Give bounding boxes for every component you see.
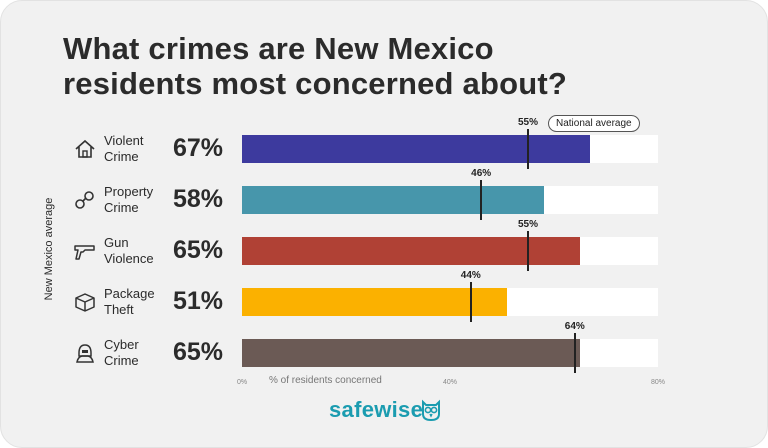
hacker-icon [76, 344, 94, 363]
x-tick: 0% [236, 379, 248, 386]
handcuffs-icon [75, 191, 94, 209]
row-label-violent-crime: Violent Crime [104, 133, 144, 164]
house-icon [75, 139, 95, 158]
value-label-package-theft: 51% [173, 287, 224, 315]
national-marker-gun-violence [527, 231, 529, 271]
value-label-violent-crime: 67% [173, 134, 224, 162]
package-icon [75, 293, 95, 312]
bar-property-crime [242, 186, 544, 214]
x-axis-label: % of residents concerned [269, 375, 382, 386]
bar-track-violent-crime [242, 135, 658, 163]
national-label-gun-violence: 55% [517, 219, 539, 230]
value-label-property-crime: 58% [173, 185, 224, 213]
bar-track-cyber-crime [242, 339, 658, 367]
national-marker-violent-crime [527, 129, 529, 169]
national-label-cyber-crime: 64% [564, 321, 585, 332]
national-average-legend: National average [548, 115, 640, 132]
row-label-cyber-crime: Cyber Crime [104, 337, 139, 368]
brand-logo: safewise [329, 397, 424, 422]
gun-icon [74, 245, 95, 260]
national-marker-cyber-crime [573, 333, 576, 373]
bar-track-property-crime [242, 186, 658, 214]
x-tick: 80% [650, 379, 666, 386]
bar-violent-crime [242, 135, 591, 163]
bar-track-gun-violence [242, 237, 658, 265]
row-label-package-theft: Package Theft [104, 286, 155, 317]
x-tick: 40% [442, 379, 458, 386]
owl-logo-icon [422, 399, 440, 422]
bar-cyber-crime [242, 339, 580, 367]
bar-track-package-theft [242, 288, 658, 316]
national-label-package-theft: 44% [460, 270, 481, 281]
row-label-gun-violence: Gun Violence [104, 235, 154, 266]
value-label-gun-violence: 65% [173, 236, 224, 264]
bar-package-theft [242, 288, 508, 316]
y-axis-label: New Mexico average [43, 197, 55, 301]
bar-gun-violence [242, 237, 580, 265]
national-marker-property-crime [480, 180, 483, 220]
row-label-property-crime: Property Crime [104, 184, 154, 215]
national-label-property-crime: 46% [471, 168, 492, 179]
chart-title: What crimes are New Mexico residents mos… [63, 31, 568, 101]
national-marker-package-theft [469, 282, 472, 322]
value-label-cyber-crime: 65% [173, 338, 224, 366]
national-label-violent-crime: 55% [517, 117, 539, 128]
